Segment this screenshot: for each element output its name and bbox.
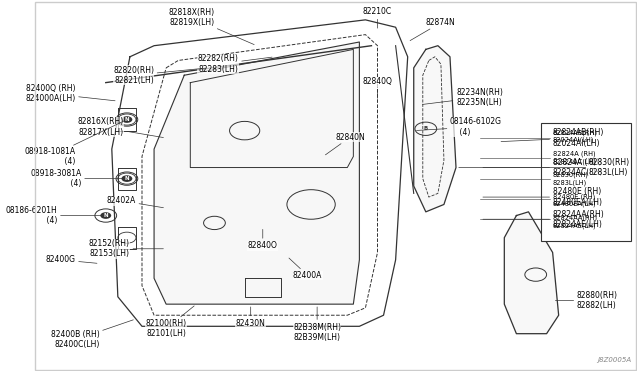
Circle shape	[122, 116, 132, 123]
Text: 82824AB(RH)
82024AI(LH): 82824AB(RH) 82024AI(LH)	[552, 129, 598, 143]
Text: 08146-6102G
    (4): 08146-6102G (4)	[417, 117, 502, 137]
Text: 82816X(RH)
82817X(LH): 82816X(RH) 82817X(LH)	[77, 117, 163, 138]
Text: 82830(RH)
8283L(LH): 82830(RH) 8283L(LH)	[459, 158, 630, 177]
Text: 82824AB(RH)
82024AI(LH): 82824AB(RH) 82024AI(LH)	[501, 128, 604, 148]
Text: 82402A: 82402A	[107, 196, 163, 208]
Text: 82480E (RH)
82480EA(LH): 82480E (RH) 82480EA(LH)	[483, 187, 603, 207]
Text: B: B	[424, 126, 428, 131]
Text: 82480E (RH)
82480EA(LH): 82480E (RH) 82480EA(LH)	[552, 193, 596, 208]
Text: 82880(RH)
82882(LH): 82880(RH) 82882(LH)	[556, 291, 618, 310]
Text: N: N	[125, 117, 129, 122]
Text: 82824AA(RH)
82824AE(LH): 82824AA(RH) 82824AE(LH)	[552, 215, 598, 229]
Text: 82824A (RH)
82824AC(LH): 82824A (RH) 82824AC(LH)	[552, 151, 596, 164]
Text: 08186-6201H
    (4): 08186-6201H (4)	[6, 206, 103, 225]
Text: 82282(RH)
82283(LH): 82282(RH) 82283(LH)	[198, 54, 272, 74]
Text: N: N	[125, 176, 129, 181]
Polygon shape	[504, 212, 559, 334]
Text: N: N	[104, 213, 108, 218]
Text: 82824A (RH)
82824AC(LH): 82824A (RH) 82824AC(LH)	[483, 158, 603, 177]
Text: 82152(RH)
82153(LH): 82152(RH) 82153(LH)	[89, 239, 163, 259]
Text: 08918-3081A
    (4): 08918-3081A (4)	[30, 169, 124, 188]
Text: 08918-1081A
    (4): 08918-1081A (4)	[24, 121, 124, 166]
Text: 82B38M(RH)
82B39M(LH): 82B38M(RH) 82B39M(LH)	[293, 307, 341, 342]
Text: J8Z0005A: J8Z0005A	[597, 357, 631, 363]
Text: 82840N: 82840N	[325, 133, 365, 155]
Polygon shape	[413, 46, 456, 212]
Text: 82840O: 82840O	[248, 230, 278, 250]
Text: 82818X(RH)
82819X(LH): 82818X(RH) 82819X(LH)	[168, 8, 254, 45]
Circle shape	[122, 175, 132, 182]
Polygon shape	[154, 42, 360, 304]
Text: 82874N: 82874N	[410, 18, 456, 41]
Text: 82430N: 82430N	[236, 307, 266, 328]
Text: 82400B (RH)
82400C(LH): 82400B (RH) 82400C(LH)	[51, 320, 133, 349]
FancyBboxPatch shape	[541, 123, 631, 241]
Text: 82830(RH)
8283L(LH): 82830(RH) 8283L(LH)	[552, 172, 589, 186]
Text: 82840Q: 82840Q	[363, 77, 392, 98]
Text: 82100(RH)
82101(LH): 82100(RH) 82101(LH)	[145, 306, 194, 338]
Text: 82824AA(RH)
82824AE(LH): 82824AA(RH) 82824AE(LH)	[483, 209, 604, 229]
Circle shape	[100, 212, 111, 219]
Text: 82234N(RH)
82235N(LH): 82234N(RH) 82235N(LH)	[422, 88, 503, 107]
Text: 82400Q (RH)
824000A(LH): 82400Q (RH) 824000A(LH)	[26, 84, 115, 103]
Text: 82400A: 82400A	[289, 258, 323, 280]
Text: 82820(RH)
82821(LH): 82820(RH) 82821(LH)	[113, 65, 205, 85]
Text: 82400G: 82400G	[45, 255, 97, 264]
Text: 82210C: 82210C	[363, 7, 392, 28]
